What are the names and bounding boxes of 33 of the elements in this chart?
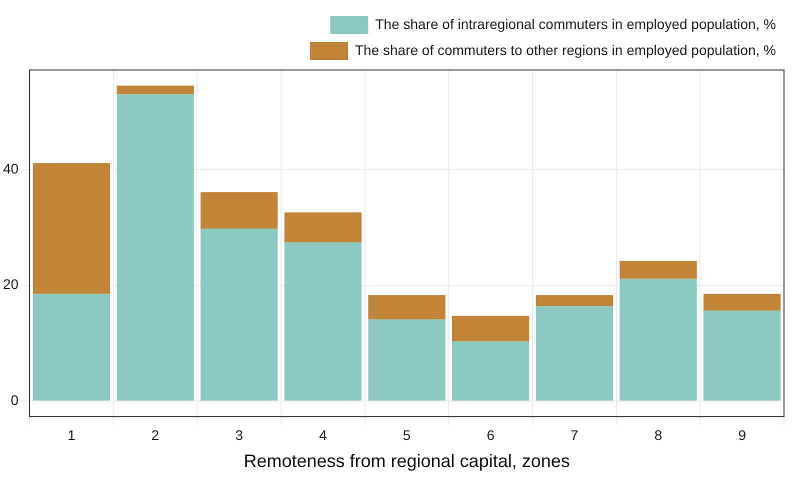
x-tick-label: 9 [738, 426, 746, 443]
bar [284, 212, 362, 242]
legend-label: The share of intraregional commuters in employed population, % [375, 16, 776, 32]
legend-label: The share of commuters to other regions in employed population, % [354, 42, 776, 58]
bar [32, 294, 110, 400]
x-tick-label: 4 [319, 426, 328, 443]
bar [452, 316, 530, 342]
bar [32, 163, 110, 294]
x-tick-label: 1 [68, 426, 76, 443]
bar [368, 319, 446, 400]
x-axis-title: Remoteness from regional capital, zones [244, 451, 570, 472]
bar [536, 306, 613, 400]
bar [620, 278, 697, 400]
y-tick-label: 40 [2, 160, 19, 176]
bar [116, 94, 194, 400]
bar [284, 242, 362, 400]
bar [368, 295, 446, 320]
bar [704, 310, 781, 400]
x-tick-label: 5 [402, 426, 411, 443]
x-tick-label: 3 [235, 426, 244, 443]
x-tick-label: 7 [570, 426, 579, 443]
bar [704, 294, 781, 311]
x-tick-label: 6 [486, 426, 495, 443]
x-tick-label: 8 [654, 426, 662, 443]
x-tick-label: 2 [151, 426, 160, 443]
y-tick-label: 20 [2, 276, 19, 292]
y-tick-label: 0 [10, 392, 19, 408]
bar [452, 341, 530, 400]
bar [116, 86, 194, 94]
bar [536, 295, 613, 306]
bar [200, 228, 278, 400]
bar [620, 260, 697, 279]
bar [200, 192, 278, 229]
